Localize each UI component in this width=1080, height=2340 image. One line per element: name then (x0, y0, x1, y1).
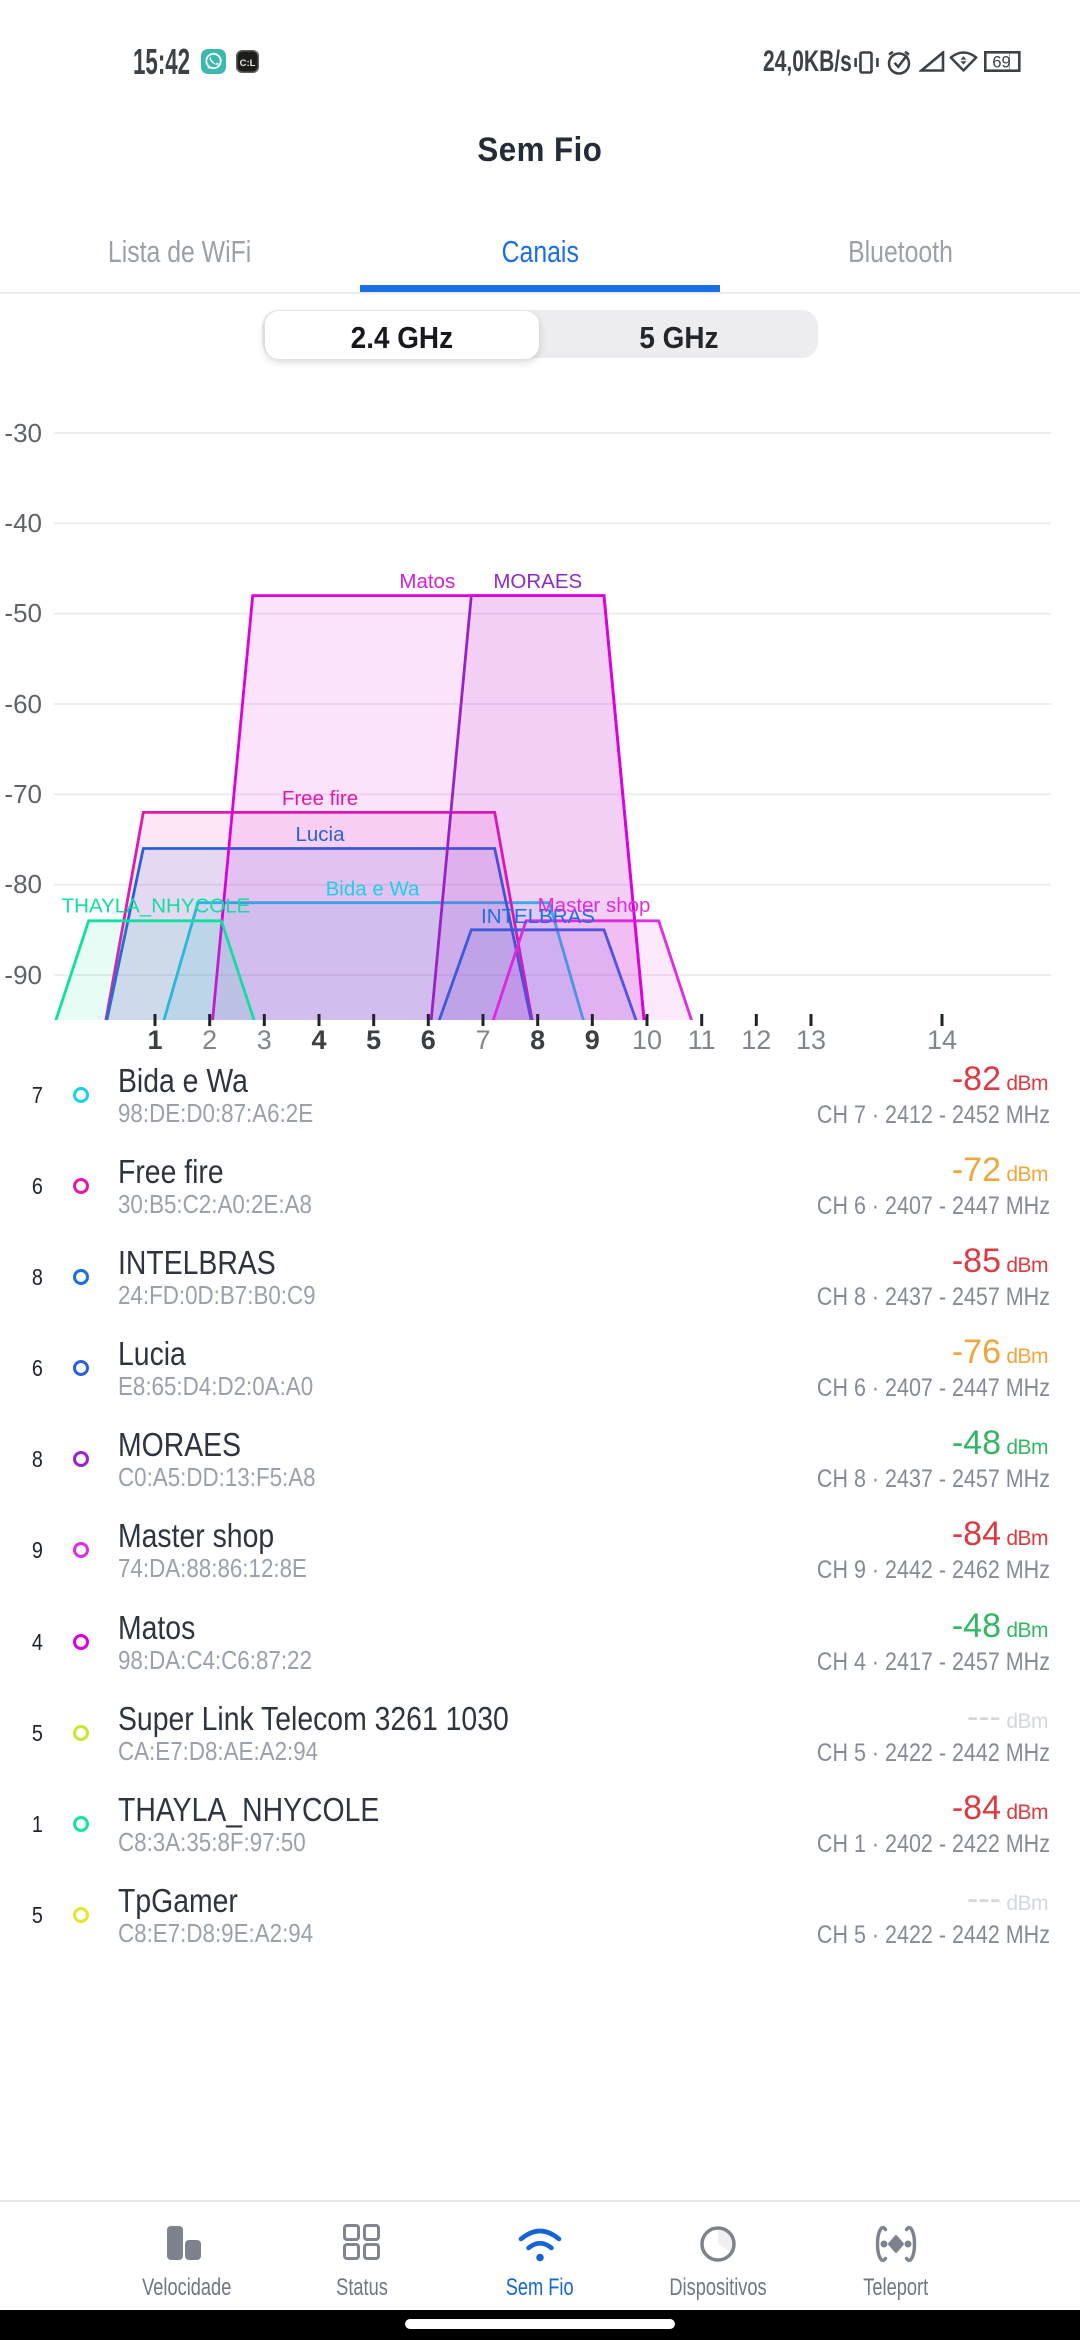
svg-text:69: 69 (992, 54, 1010, 72)
svg-text:Bida e Wa: Bida e Wa (326, 878, 420, 901)
svg-text:5: 5 (366, 1025, 381, 1055)
svg-text:7: 7 (475, 1025, 490, 1055)
svg-text:6: 6 (421, 1025, 436, 1055)
svg-text:Master shop: Master shop (538, 894, 651, 917)
svg-text:4: 4 (311, 1025, 326, 1055)
svg-text:-70: -70 (4, 779, 42, 809)
svg-text:Lucia: Lucia (295, 823, 345, 846)
svg-text:-90: -90 (4, 960, 42, 990)
svg-text:MORAES: MORAES (493, 570, 582, 593)
svg-text:Matos: Matos (399, 570, 455, 593)
svg-text:3: 3 (257, 1025, 272, 1055)
svg-text:12: 12 (741, 1025, 771, 1055)
svg-text:13: 13 (796, 1025, 826, 1055)
svg-text:-40: -40 (4, 508, 42, 538)
svg-text:10: 10 (632, 1025, 662, 1055)
svg-text:-30: -30 (4, 418, 42, 448)
svg-text:1: 1 (147, 1025, 162, 1055)
svg-text:2: 2 (202, 1025, 217, 1055)
svg-text:11: 11 (688, 1025, 716, 1055)
svg-text:9: 9 (585, 1025, 600, 1055)
svg-text:INTELBRAS: INTELBRAS (481, 905, 595, 928)
svg-text:-60: -60 (4, 689, 42, 719)
svg-text:-50: -50 (4, 598, 42, 628)
svg-text:C:L: C:L (240, 58, 256, 69)
svg-text:14: 14 (927, 1025, 957, 1055)
svg-text:THAYLA_NHYCOLE: THAYLA_NHYCOLE (62, 895, 251, 918)
svg-text:Free fire: Free fire (282, 787, 358, 810)
svg-text:8: 8 (530, 1025, 545, 1055)
svg-text:-80: -80 (4, 869, 42, 899)
